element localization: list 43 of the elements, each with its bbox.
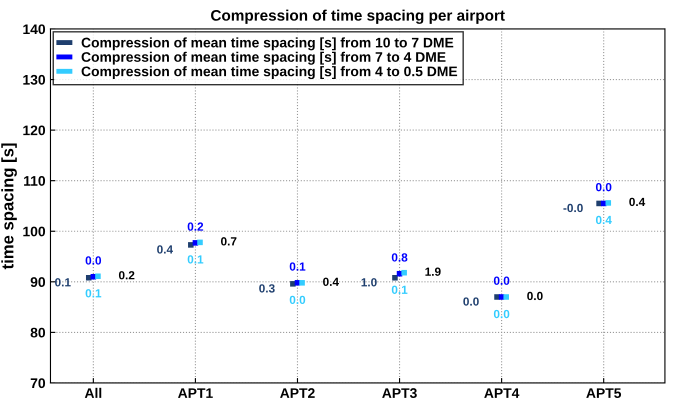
x-tick-label: APT4 — [484, 388, 520, 398]
annotation: 0.1 — [55, 278, 71, 286]
annotation: 0.0 — [463, 297, 479, 306]
y-tick-label: 110 — [24, 176, 46, 186]
annotation: 0.4 — [323, 278, 339, 286]
legend-label: Compression of mean time spacing [s] from 10 to 7 DME — [82, 37, 454, 50]
annotation: 0.4 — [596, 216, 612, 224]
annotation: 0.1 — [188, 255, 204, 264]
annotation: 0.1 — [392, 286, 408, 294]
y-tick-label: 80 — [30, 328, 46, 338]
annotation: 0.0 — [86, 256, 102, 265]
annotation: 0.2 — [188, 222, 204, 231]
y-tick-label: 70 — [30, 378, 46, 388]
annotation: 0.3 — [259, 284, 275, 293]
annotation: 0.2 — [118, 271, 134, 280]
y-tick-label: 90 — [30, 277, 46, 287]
legend-label: Compression of mean time spacing [s] from 4 to 0.5 DME — [82, 66, 458, 80]
y-tick-label: 100 — [23, 226, 46, 236]
annotation: 0.7 — [221, 237, 236, 246]
x-tick-label: All — [84, 388, 102, 398]
annotation: 1.0 — [362, 278, 377, 286]
annotation: 0.8 — [392, 253, 408, 262]
annotation: 0.1 — [86, 289, 102, 298]
annotation: 0.0 — [494, 310, 510, 318]
annotation: -0.0 — [563, 204, 583, 212]
annotation: 0.4 — [629, 198, 646, 206]
annotation: 0.0 — [527, 292, 543, 300]
annotation: 0.1 — [290, 262, 306, 271]
x-tick-label: APT2 — [280, 388, 315, 398]
annotation: 1.9 — [425, 268, 441, 276]
y-axis-title: time spacing [s] — [1, 143, 17, 270]
annotation: 0.0 — [494, 276, 510, 285]
annotation: 0.0 — [596, 182, 612, 192]
x-tick-label: APT3 — [382, 388, 417, 398]
chart-title: Compression of time spacing per airport — [211, 10, 505, 24]
legend-label: Compression of mean time spacing [s] from 7 to 4 DME — [82, 52, 446, 65]
x-tick-label: APT1 — [178, 388, 213, 398]
y-tick-label: 130 — [23, 74, 46, 85]
x-tick-label: APT5 — [586, 388, 622, 398]
annotation: 0.4 — [157, 245, 173, 254]
y-tick-label: 140 — [23, 24, 46, 34]
y-tick-label: 120 — [23, 125, 46, 136]
annotation: 0.0 — [290, 296, 306, 304]
